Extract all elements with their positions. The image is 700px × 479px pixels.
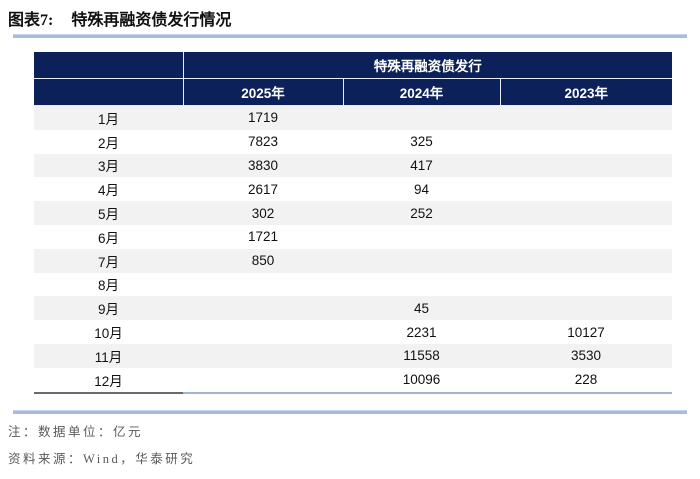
title-divider-rule: [13, 34, 687, 38]
table-row: 7月 850: [34, 248, 673, 273]
value-cell: [500, 224, 673, 249]
value-cell: [500, 296, 673, 321]
month-cell: 5月: [34, 201, 183, 225]
value-cell: 1719: [183, 105, 343, 130]
column-header-2025: 2025年: [182, 78, 344, 106]
value-cell: [183, 343, 343, 368]
value-cell: 94: [343, 177, 500, 202]
value-cell: 3830: [183, 153, 343, 178]
table-row: 4月 2617 94: [34, 177, 673, 202]
table-row: 11月 11558 3530: [34, 343, 673, 368]
table-row: 1月 1719: [34, 105, 673, 130]
value-cell: 10096: [343, 367, 500, 394]
value-cell: [500, 129, 673, 154]
value-cell: [183, 320, 343, 344]
value-cell: 252: [343, 201, 500, 225]
value-cell: 302: [183, 201, 343, 225]
value-cell: [500, 177, 673, 202]
figure-number-label: 图表7:: [8, 12, 54, 29]
value-cell: 2231: [343, 320, 500, 344]
month-cell: 7月: [34, 248, 183, 273]
value-cell: 1721: [183, 224, 343, 249]
empty-corner-cell: [34, 52, 184, 79]
table-row: 12月 10096 228: [34, 367, 673, 394]
value-cell: [183, 367, 343, 394]
value-cell: [500, 201, 673, 225]
month-cell: 10月: [34, 320, 183, 344]
table-row: 3月 3830 417: [34, 153, 673, 178]
month-cell: 3月: [34, 153, 183, 178]
figure-title: 图表7: 特殊再融资债发行情况: [8, 6, 231, 30]
value-cell: 850: [183, 248, 343, 273]
value-cell: 228: [500, 367, 673, 394]
value-cell: [343, 105, 500, 130]
value-cell: [183, 296, 343, 321]
month-cell: 12月: [34, 367, 183, 394]
table-row: 6月 1721: [34, 224, 673, 249]
table-row: 5月 302 252: [34, 201, 673, 225]
value-cell: [500, 153, 673, 178]
table-row: 8月: [34, 272, 673, 297]
value-cell: [183, 272, 343, 297]
figure-title-text: 特殊再融资债发行情况: [71, 12, 232, 29]
table-body: 1月 1719 2月 7823 325 3月 3830 417 4月 2617 94 5月 302 252…: [34, 105, 673, 394]
value-cell: 45: [343, 296, 500, 321]
data-table: 特殊再融资债发行 2025年 2024年 2023年 1月 1719 2月 7823 3…: [34, 52, 673, 394]
value-cell: 11558: [343, 343, 500, 368]
value-cell: 7823: [183, 129, 343, 154]
table-row: 10月 2231 10127: [34, 320, 673, 344]
value-cell: [500, 105, 673, 130]
value-cell: [343, 272, 500, 297]
table-row: 9月 45: [34, 296, 673, 321]
table-header: 特殊再融资债发行 2025年 2024年 2023年: [34, 52, 673, 106]
table-column-header-row: 2025年 2024年 2023年: [34, 78, 673, 106]
month-cell: 9月: [34, 296, 183, 321]
value-cell: 3530: [500, 343, 673, 368]
value-cell: 10127: [500, 320, 673, 344]
source-text: 资料来源：Wind，华泰研究: [8, 452, 196, 466]
value-cell: 417: [343, 153, 500, 178]
month-cell: 6月: [34, 224, 183, 249]
footer-divider-rule: [13, 410, 687, 414]
month-cell: 2月: [34, 129, 183, 154]
table-group-header-row: 特殊再融资债发行: [34, 52, 673, 79]
value-cell: [500, 248, 673, 273]
empty-month-header-cell: [34, 78, 184, 106]
month-cell: 8月: [34, 272, 183, 297]
month-cell: 4月: [34, 177, 183, 202]
value-cell: [343, 248, 500, 273]
group-header-cell: 特殊再融资债发行: [182, 52, 673, 79]
value-cell: [343, 224, 500, 249]
column-header-2023: 2023年: [499, 78, 673, 106]
value-cell: 2617: [183, 177, 343, 202]
column-header-2024: 2024年: [342, 78, 501, 106]
value-cell: [500, 272, 673, 297]
value-cell: 325: [343, 129, 500, 154]
note-text: 注：数据单位：亿元: [8, 425, 144, 439]
month-cell: 11月: [34, 343, 183, 368]
table-row: 2月 7823 325: [34, 129, 673, 154]
month-cell: 1月: [34, 105, 183, 130]
